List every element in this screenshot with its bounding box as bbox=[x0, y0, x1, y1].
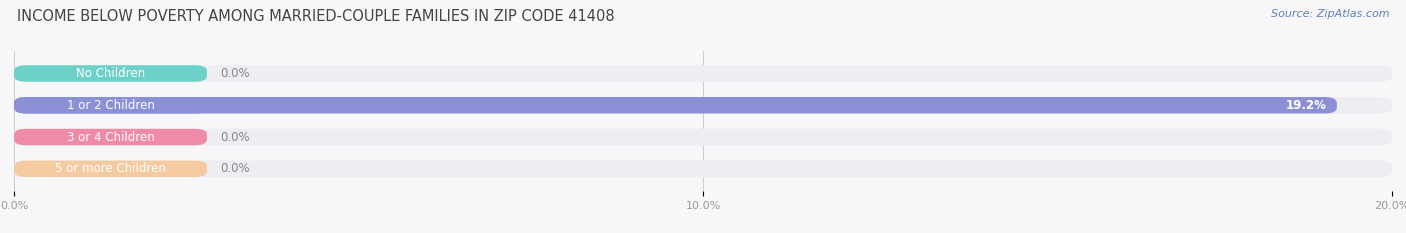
Text: INCOME BELOW POVERTY AMONG MARRIED-COUPLE FAMILIES IN ZIP CODE 41408: INCOME BELOW POVERTY AMONG MARRIED-COUPL… bbox=[17, 9, 614, 24]
FancyBboxPatch shape bbox=[14, 161, 207, 177]
FancyBboxPatch shape bbox=[14, 65, 207, 82]
Text: 0.0%: 0.0% bbox=[221, 67, 250, 80]
Text: 19.2%: 19.2% bbox=[1285, 99, 1326, 112]
FancyBboxPatch shape bbox=[14, 129, 1392, 145]
Text: 0.0%: 0.0% bbox=[221, 130, 250, 144]
FancyBboxPatch shape bbox=[14, 97, 1392, 113]
Text: 3 or 4 Children: 3 or 4 Children bbox=[66, 130, 155, 144]
Text: 5 or more Children: 5 or more Children bbox=[55, 162, 166, 175]
FancyBboxPatch shape bbox=[14, 65, 1392, 82]
Text: 1 or 2 Children: 1 or 2 Children bbox=[66, 99, 155, 112]
FancyBboxPatch shape bbox=[14, 161, 1392, 177]
Text: 0.0%: 0.0% bbox=[221, 162, 250, 175]
FancyBboxPatch shape bbox=[14, 129, 207, 145]
FancyBboxPatch shape bbox=[14, 97, 207, 113]
Text: Source: ZipAtlas.com: Source: ZipAtlas.com bbox=[1271, 9, 1389, 19]
Text: No Children: No Children bbox=[76, 67, 145, 80]
FancyBboxPatch shape bbox=[14, 97, 1337, 113]
